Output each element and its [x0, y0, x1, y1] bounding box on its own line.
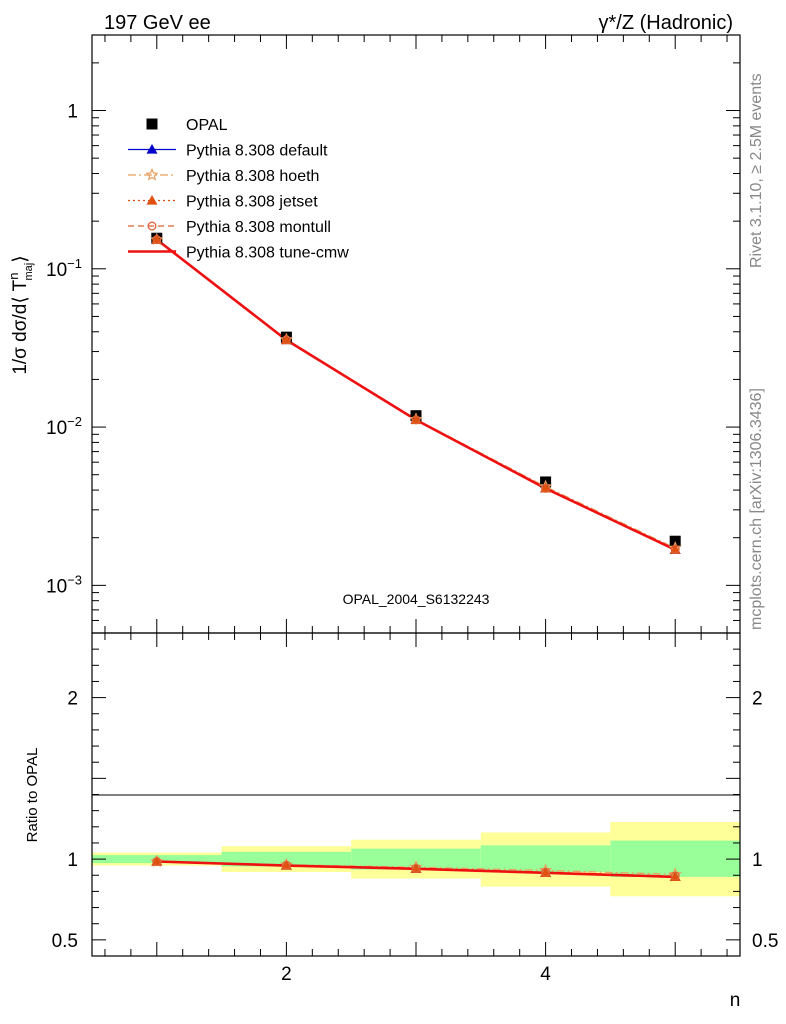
ratio-y-tick-label-right: 1: [752, 850, 763, 871]
main-y-tick-label: 1: [67, 102, 78, 123]
ratio-marker-montull: [670, 871, 680, 881]
legend-marker-hoeth: [145, 167, 159, 181]
ratio-marker-montull: [411, 863, 421, 873]
ratio-y-axis-label: Ratio to OPAL: [24, 748, 41, 843]
series-marker-jetset: [280, 334, 292, 345]
ratio-marker-montull: [281, 860, 291, 870]
main-y-label-base: 1/σ dσ/d⟨ T: [10, 279, 31, 374]
ratio-marker-jetset: [151, 856, 163, 866]
main-y-tick-label: 10−1: [46, 256, 82, 281]
series-line-montull: [156, 239, 676, 550]
ratio-axis-ticks: 0.5 0.5 1 1 2 2 2 4: [52, 633, 778, 985]
analysis-watermark: OPAL_2004_S6132243: [343, 591, 490, 607]
ratio-panel-frame: [91, 632, 741, 957]
series-marker-montull: [541, 483, 551, 493]
main-series-lines: [156, 238, 676, 551]
legend-label-jetset: Pythia 8.308 jetset: [186, 194, 318, 211]
series-marker-jetset: [410, 414, 422, 425]
legend-marker-default: [146, 144, 158, 154]
ratio-y-tick-label-right: 2: [752, 689, 763, 710]
main-y-label-sup: n: [6, 272, 21, 279]
series-marker-jetset: [151, 234, 163, 244]
ratio-marker-montull: [541, 867, 551, 877]
ratio-y-tick-label-right: 0.5: [752, 931, 778, 952]
series-marker-montull: [670, 544, 680, 554]
series-marker-montull: [152, 235, 162, 245]
x-axis-label: n: [730, 990, 741, 1011]
legend: OPAL Pythia 8.308 default Pythia 8.308 hoe…: [128, 117, 349, 262]
x-tick-label: 2: [281, 964, 292, 985]
main-y-label-sub: maj: [23, 263, 35, 281]
series-line-hoeth: [156, 239, 676, 549]
main-y-tick-label: 10−3: [46, 572, 82, 597]
legend-label-default: Pythia 8.308 default: [186, 143, 328, 160]
mcplots-label: mcplots.cern.ch [arXiv:1306.3436]: [748, 388, 765, 630]
main-y-axis-label: 1/σ dσ/d⟨ Tn maj⟩: [6, 255, 35, 374]
energy-title: 197 GeV ee: [104, 12, 211, 34]
series-marker-montull: [281, 335, 291, 345]
legend-marker-montull: [147, 221, 157, 231]
series-line-default: [156, 239, 676, 551]
ratio-y-tick-label: 2: [67, 689, 78, 710]
x-tick-label: 4: [540, 964, 551, 985]
main-y-label-end: ⟩: [10, 255, 31, 262]
main-y-tick-label: 10−2: [46, 414, 82, 439]
legend-marker-opal: [146, 118, 158, 130]
legend-label-montull: Pythia 8.308 montull: [186, 219, 331, 236]
series-marker-jetset: [540, 482, 552, 493]
ratio-y-tick-label: 0.5: [52, 931, 78, 952]
ratio-uncertainty-bands: [92, 821, 740, 897]
ratio-band-inner: [610, 840, 740, 877]
legend-marker-jetset: [146, 195, 158, 205]
ratio-band-inner: [351, 848, 481, 870]
ratio-y-tick-label: 1: [67, 850, 78, 871]
ratio-markers: [150, 854, 682, 881]
ratio-marker-montull: [152, 857, 162, 867]
main-axis-ticks: 1 10−1 10−2 10−3: [46, 34, 740, 634]
process-title: γ*/Z (Hadronic): [599, 12, 733, 34]
legend-label-tunecmw: Pythia 8.308 tune-cmw: [186, 245, 349, 262]
series-line-tunecmw: [156, 238, 676, 551]
rivet-version-label: Rivet 3.1.10, ≥ 2.5M events: [748, 73, 765, 268]
legend-label-opal: OPAL: [186, 117, 228, 134]
main-markers: [150, 232, 682, 554]
series-line-jetset: [156, 239, 676, 551]
series-marker-montull: [411, 415, 421, 425]
legend-label-hoeth: Pythia 8.308 hoeth: [186, 168, 319, 185]
